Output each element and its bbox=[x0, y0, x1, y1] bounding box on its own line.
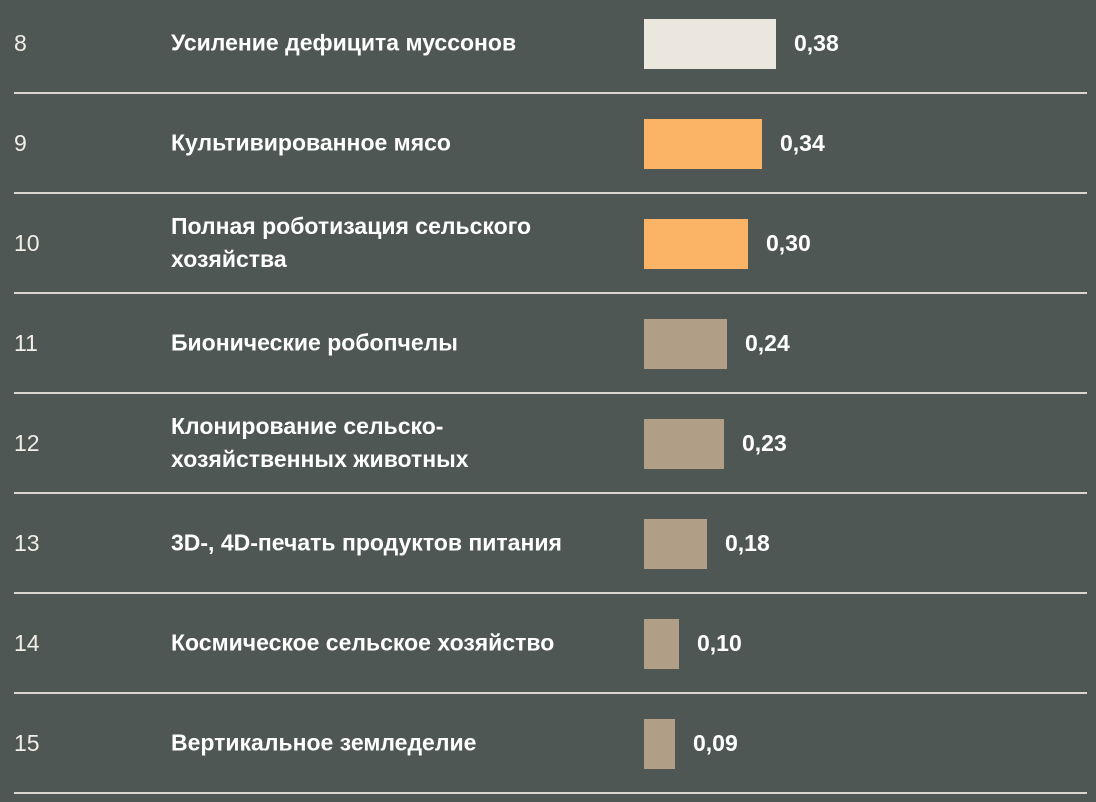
rank-number: 9 bbox=[14, 130, 27, 156]
bar bbox=[644, 19, 776, 69]
bar bbox=[644, 419, 724, 469]
row-divider bbox=[14, 392, 1087, 394]
row-divider bbox=[14, 192, 1087, 194]
value-label: 0,09 bbox=[693, 730, 738, 756]
value-label: 0,23 bbox=[742, 430, 787, 456]
value-label: 0,18 bbox=[725, 530, 770, 556]
bar bbox=[644, 719, 675, 769]
row-divider bbox=[14, 92, 1087, 94]
value-label: 0,10 bbox=[697, 630, 742, 656]
chart-row: 13 3D-, 4D-печать продуктов питания 0,18 bbox=[0, 493, 1096, 593]
category-label: 3D-, 4D-печать продуктов питания bbox=[171, 529, 562, 556]
bar bbox=[644, 219, 748, 269]
category-label: Бионические робопчелы bbox=[171, 329, 458, 356]
rank-number: 15 bbox=[14, 730, 40, 756]
row-divider bbox=[14, 292, 1087, 294]
rank-number: 11 bbox=[14, 330, 38, 356]
chart-row: 12 Клонирование сельско-хозяйственных жив… bbox=[0, 393, 1096, 493]
category-label: Культивированное мясо bbox=[171, 129, 451, 156]
rank-number: 14 bbox=[14, 630, 40, 656]
row-divider bbox=[14, 592, 1087, 594]
value-label: 0,24 bbox=[745, 330, 790, 356]
value-label: 0,34 bbox=[780, 130, 825, 156]
bar bbox=[644, 619, 679, 669]
chart-row: 9 Культивированное мясо 0,34 bbox=[0, 93, 1096, 193]
row-divider bbox=[14, 692, 1087, 694]
chart-row: 14 Космическое сельское хозяйство 0,10 bbox=[0, 593, 1096, 693]
rank-number: 12 bbox=[14, 430, 40, 456]
value-label: 0,38 bbox=[794, 30, 839, 56]
value-label: 0,30 bbox=[766, 230, 811, 256]
bar bbox=[644, 119, 762, 169]
rank-number: 8 bbox=[14, 30, 27, 56]
category-label: Клонирование сельско-хозяйственных живот… bbox=[171, 413, 469, 472]
category-label: Вертикальное земледелие bbox=[171, 729, 477, 756]
chart-row: 11 Бионические робопчелы 0,24 bbox=[0, 293, 1096, 393]
row-divider bbox=[14, 792, 1087, 794]
bar bbox=[644, 519, 707, 569]
category-label: Космическое сельское хозяйство bbox=[171, 629, 555, 656]
rank-number: 13 bbox=[14, 530, 40, 556]
category-label: Усиление дефицита муссонов bbox=[171, 29, 517, 56]
rank-number: 10 bbox=[14, 230, 40, 256]
category-label: Полная роботизация сельского хозяйства bbox=[171, 213, 532, 272]
chart-row: 15 Вертикальное земледелие 0,09 bbox=[0, 693, 1096, 793]
row-divider bbox=[14, 492, 1087, 494]
chart-row: 10 Полная роботизация сельского хозяйства… bbox=[0, 193, 1096, 293]
chart-row: 8 Усиление дефицита муссонов 0,38 bbox=[0, 0, 1096, 93]
bar bbox=[644, 319, 727, 369]
